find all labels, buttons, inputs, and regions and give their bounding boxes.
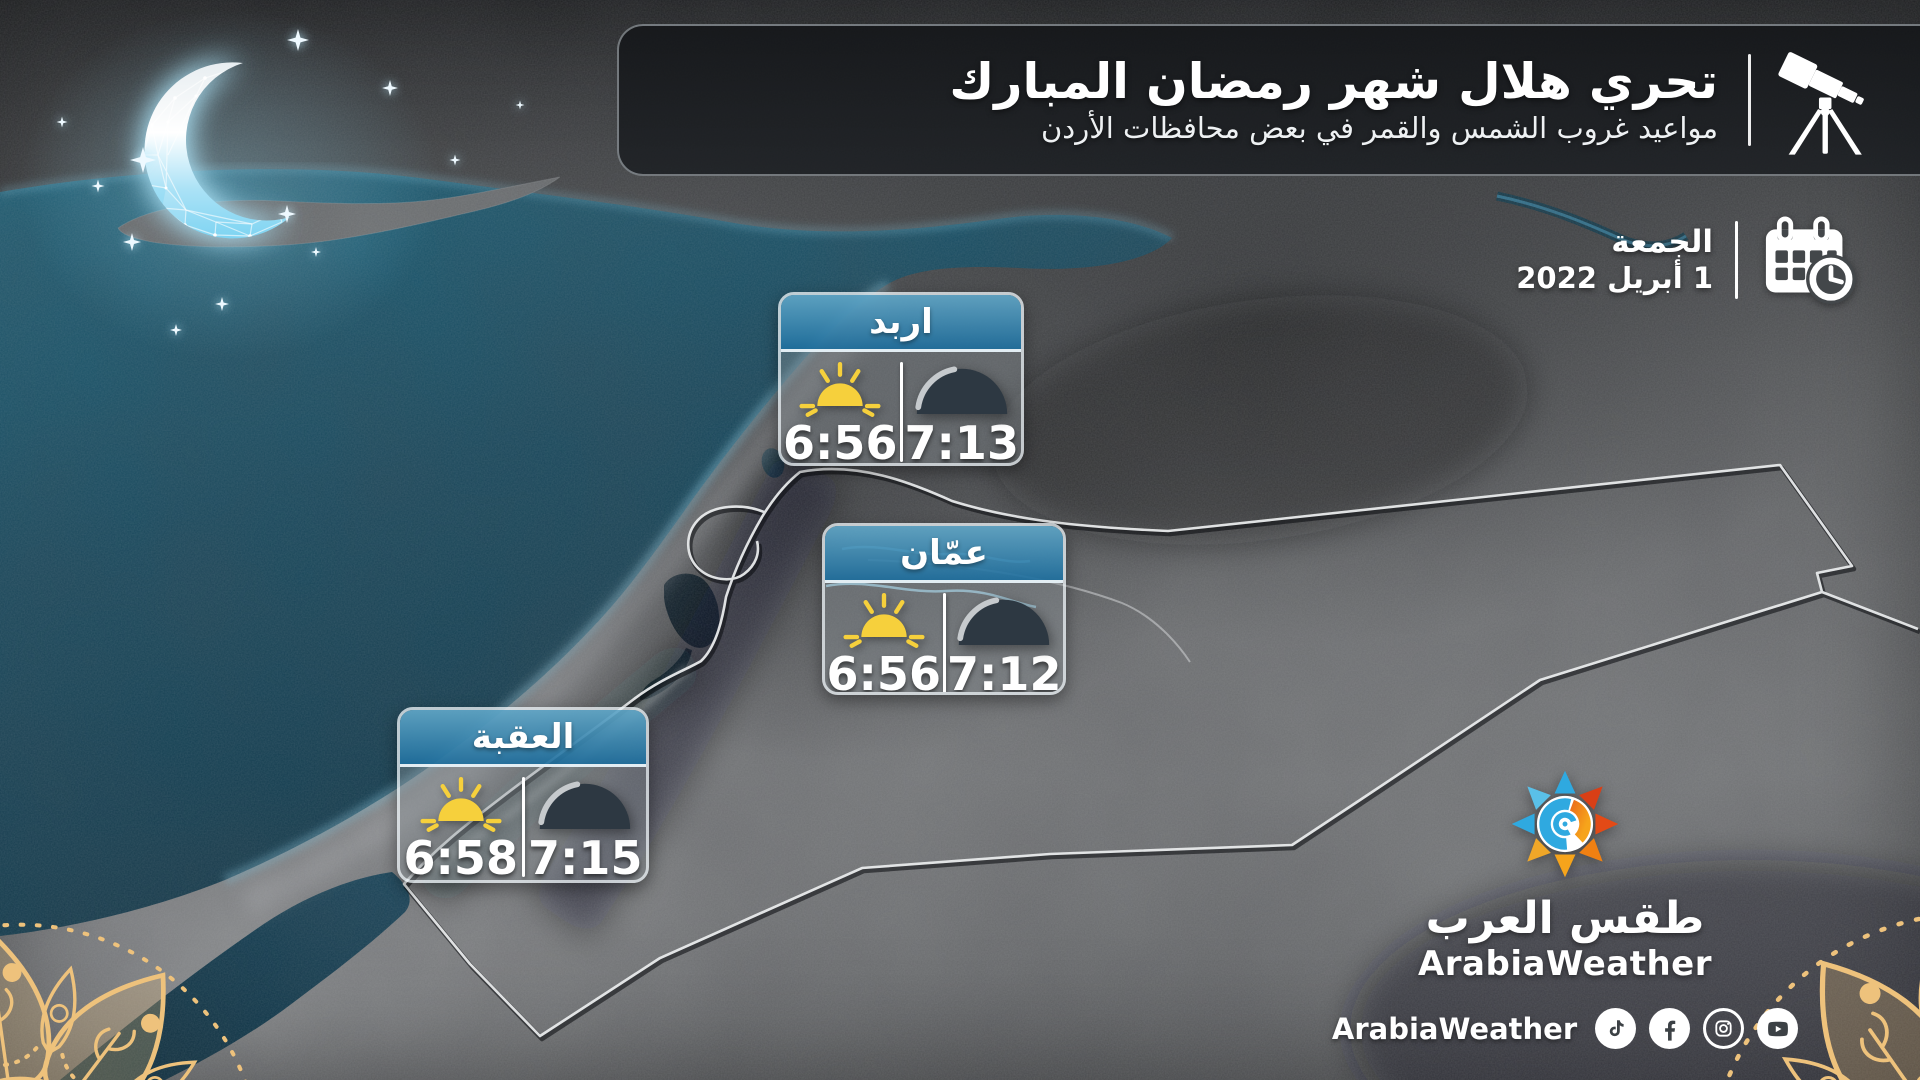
date-value: 1 أبريل 2022 xyxy=(1516,261,1713,296)
city-name: عمّان xyxy=(900,533,988,573)
card-divider xyxy=(521,777,525,877)
sunset-time: 6:56 xyxy=(783,416,898,466)
calendar-clock-icon xyxy=(1765,216,1856,304)
moonset-time: 7:13 xyxy=(904,416,1019,466)
city-card-aqaba: العقبة 6:58 xyxy=(397,707,649,883)
moonset-moon-icon xyxy=(915,366,1007,414)
telescope-icon xyxy=(1778,52,1864,155)
city-card-header: اربد xyxy=(781,295,1021,352)
logo-rays xyxy=(1511,770,1619,878)
sunset-block: 6:56 xyxy=(825,583,943,695)
city-card-header: العقبة xyxy=(400,710,646,767)
city-card-amman: عمّان 6:56 xyxy=(822,523,1066,695)
moonset-time: 7:12 xyxy=(947,647,1062,695)
header-panel: تحري هلال شهر رمضان المبارك مواعيد غروب … xyxy=(617,24,1920,176)
moonset-block: 7:12 xyxy=(946,583,1064,695)
arabiaweather-logo xyxy=(1511,770,1619,878)
city-name: العقبة xyxy=(471,717,575,757)
social-handle: ArabiaWeather xyxy=(1331,1011,1578,1046)
header-titles: تحري هلال شهر رمضان المبارك مواعيد غروب … xyxy=(659,52,1718,146)
youtube-icon xyxy=(1757,1008,1799,1049)
sunset-sun-icon xyxy=(799,362,881,417)
city-name: اربد xyxy=(869,302,933,342)
moonset-moon-icon xyxy=(538,781,631,829)
page-title: تحري هلال شهر رمضان المبارك xyxy=(949,52,1718,110)
brand-name-english: ArabiaWeather xyxy=(1417,944,1713,984)
sunset-block: 6:56 xyxy=(781,352,900,466)
social-row: ArabiaWeather xyxy=(1331,1008,1799,1049)
instagram-icon xyxy=(1703,1008,1745,1049)
header-separator xyxy=(1748,54,1751,146)
sunset-time: 6:56 xyxy=(826,647,941,695)
date-badge: الجمعة 1 أبريل 2022 xyxy=(1516,216,1856,304)
city-card-body: 6:56 7:12 xyxy=(825,583,1064,695)
city-card-body: 6:58 7:15 xyxy=(400,767,647,883)
city-card-irbid: اربد 6:56 xyxy=(778,292,1024,466)
facebook-icon xyxy=(1649,1008,1691,1049)
sunset-block: 6:58 xyxy=(400,767,522,883)
moonset-time: 7:15 xyxy=(528,831,643,883)
brand-block: طقس العرب ArabiaWeather ArabiaWeather xyxy=(1332,765,1799,1049)
sunset-sun-icon xyxy=(420,777,502,832)
brand-name-arabic: طقس العرب xyxy=(1425,893,1705,944)
card-divider xyxy=(899,362,903,462)
moonset-block: 7:15 xyxy=(525,767,647,883)
date-day: الجمعة xyxy=(1611,224,1713,260)
tiktok-icon xyxy=(1595,1008,1637,1049)
sunset-time: 6:58 xyxy=(403,831,518,883)
city-card-header: عمّان xyxy=(825,526,1063,583)
date-texts: الجمعة 1 أبريل 2022 xyxy=(1516,224,1713,296)
moonset-block: 7:13 xyxy=(903,352,1022,466)
page-subtitle: مواعيد غروب الشمس والقمر في بعض محافظات … xyxy=(1041,111,1718,146)
city-card-body: 6:56 7:13 xyxy=(781,352,1022,466)
moonset-moon-icon xyxy=(957,597,1050,645)
date-separator xyxy=(1735,221,1738,299)
card-divider xyxy=(942,593,946,692)
sunset-sun-icon xyxy=(843,593,925,648)
